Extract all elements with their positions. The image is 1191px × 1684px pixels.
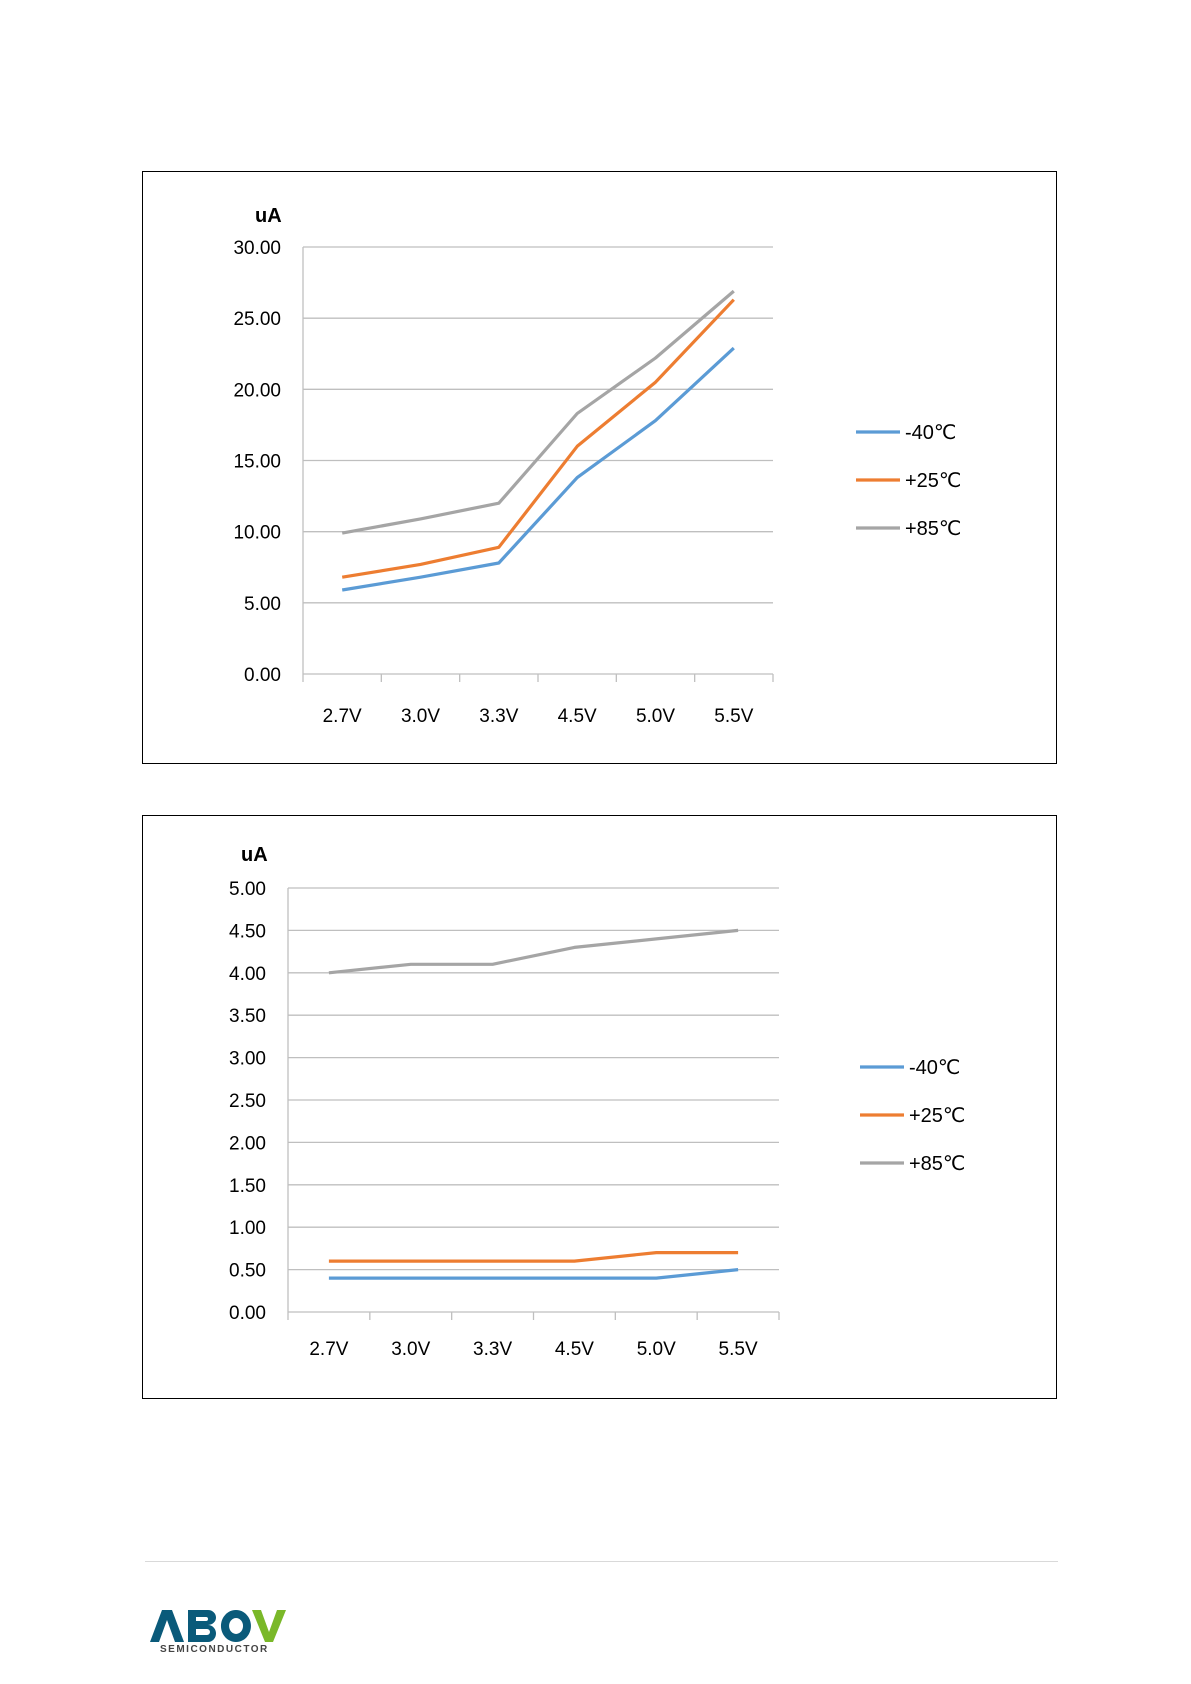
y-tick-label: 15.00 (233, 452, 281, 473)
series-line (328, 928, 739, 975)
y-tick-label: 30.00 (233, 238, 281, 259)
x-tick-label: 5.5V (714, 706, 753, 727)
y-tick-label: 10.00 (233, 523, 281, 544)
series-line (341, 289, 735, 535)
y-tick-label: 5.00 (244, 594, 281, 615)
y-tick-label: 0.00 (244, 665, 281, 686)
y-tick-label: 4.00 (229, 964, 266, 985)
y-tick-label: 0.00 (229, 1303, 266, 1324)
y-tick-label: 0.50 (229, 1261, 266, 1282)
x-tick-label: 5.5V (719, 1339, 758, 1360)
y-tick-label: 3.00 (229, 1049, 266, 1070)
series-line (341, 298, 735, 579)
x-tick-label: 5.0V (637, 1339, 676, 1360)
x-tick-label: 2.7V (309, 1339, 348, 1360)
y-axis-label: uA (241, 844, 268, 866)
legend-label: +85℃ (905, 518, 961, 540)
y-tick-label: 5.00 (229, 879, 266, 900)
chart-supply-current-1: 0.00 5.00 10.00 15.00 20.00 25.00 30.00 2.7V 3.0… (142, 171, 1057, 764)
x-tick-label: 5.0V (636, 706, 675, 727)
series-line (328, 1251, 739, 1263)
chart-1-canvas: 0.00 5.00 10.00 15.00 20.00 25.00 30.00 2.7V 3.0… (233, 205, 961, 727)
y-tick-label: 3.50 (229, 1006, 266, 1027)
x-tick-label: 3.0V (401, 706, 440, 727)
series-line (341, 346, 735, 592)
legend-label: -40℃ (905, 422, 956, 444)
y-tick-label: 25.00 (233, 309, 281, 330)
abov-logo-mark (150, 1610, 286, 1642)
chart-2-canvas: 0.00 0.50 1.00 1.50 2.00 2.50 3.00 3.50 4.00 4.50… (229, 844, 965, 1360)
footer-divider (145, 1561, 1058, 1562)
x-tick-label: 3.3V (473, 1339, 512, 1360)
legend-label: +85℃ (909, 1153, 965, 1175)
x-tick-label: 4.5V (555, 1339, 594, 1360)
chart-supply-current-2: 0.00 0.50 1.00 1.50 2.00 2.50 3.00 3.50 4.00 4.50… (142, 815, 1057, 1399)
y-tick-label: 4.50 (229, 921, 266, 942)
logo-tagline: SEMICONDUCTOR (160, 1644, 269, 1655)
y-tick-label: 2.50 (229, 1091, 266, 1112)
y-tick-label: 20.00 (233, 380, 281, 401)
y-tick-label: 1.00 (229, 1218, 266, 1239)
legend-label: +25℃ (909, 1105, 965, 1127)
x-tick-label: 3.0V (391, 1339, 430, 1360)
legend-label: -40℃ (909, 1057, 960, 1079)
y-tick-label: 1.50 (229, 1176, 266, 1197)
legend-label: +25℃ (905, 470, 961, 492)
x-tick-label: 2.7V (323, 706, 362, 727)
series-line (328, 1268, 739, 1280)
abov-logo: SEMICONDUCTOR (148, 1608, 288, 1682)
x-tick-label: 3.3V (479, 706, 518, 727)
y-tick-label: 2.00 (229, 1133, 266, 1154)
x-tick-label: 4.5V (558, 706, 597, 727)
y-axis-label: uA (255, 205, 282, 227)
